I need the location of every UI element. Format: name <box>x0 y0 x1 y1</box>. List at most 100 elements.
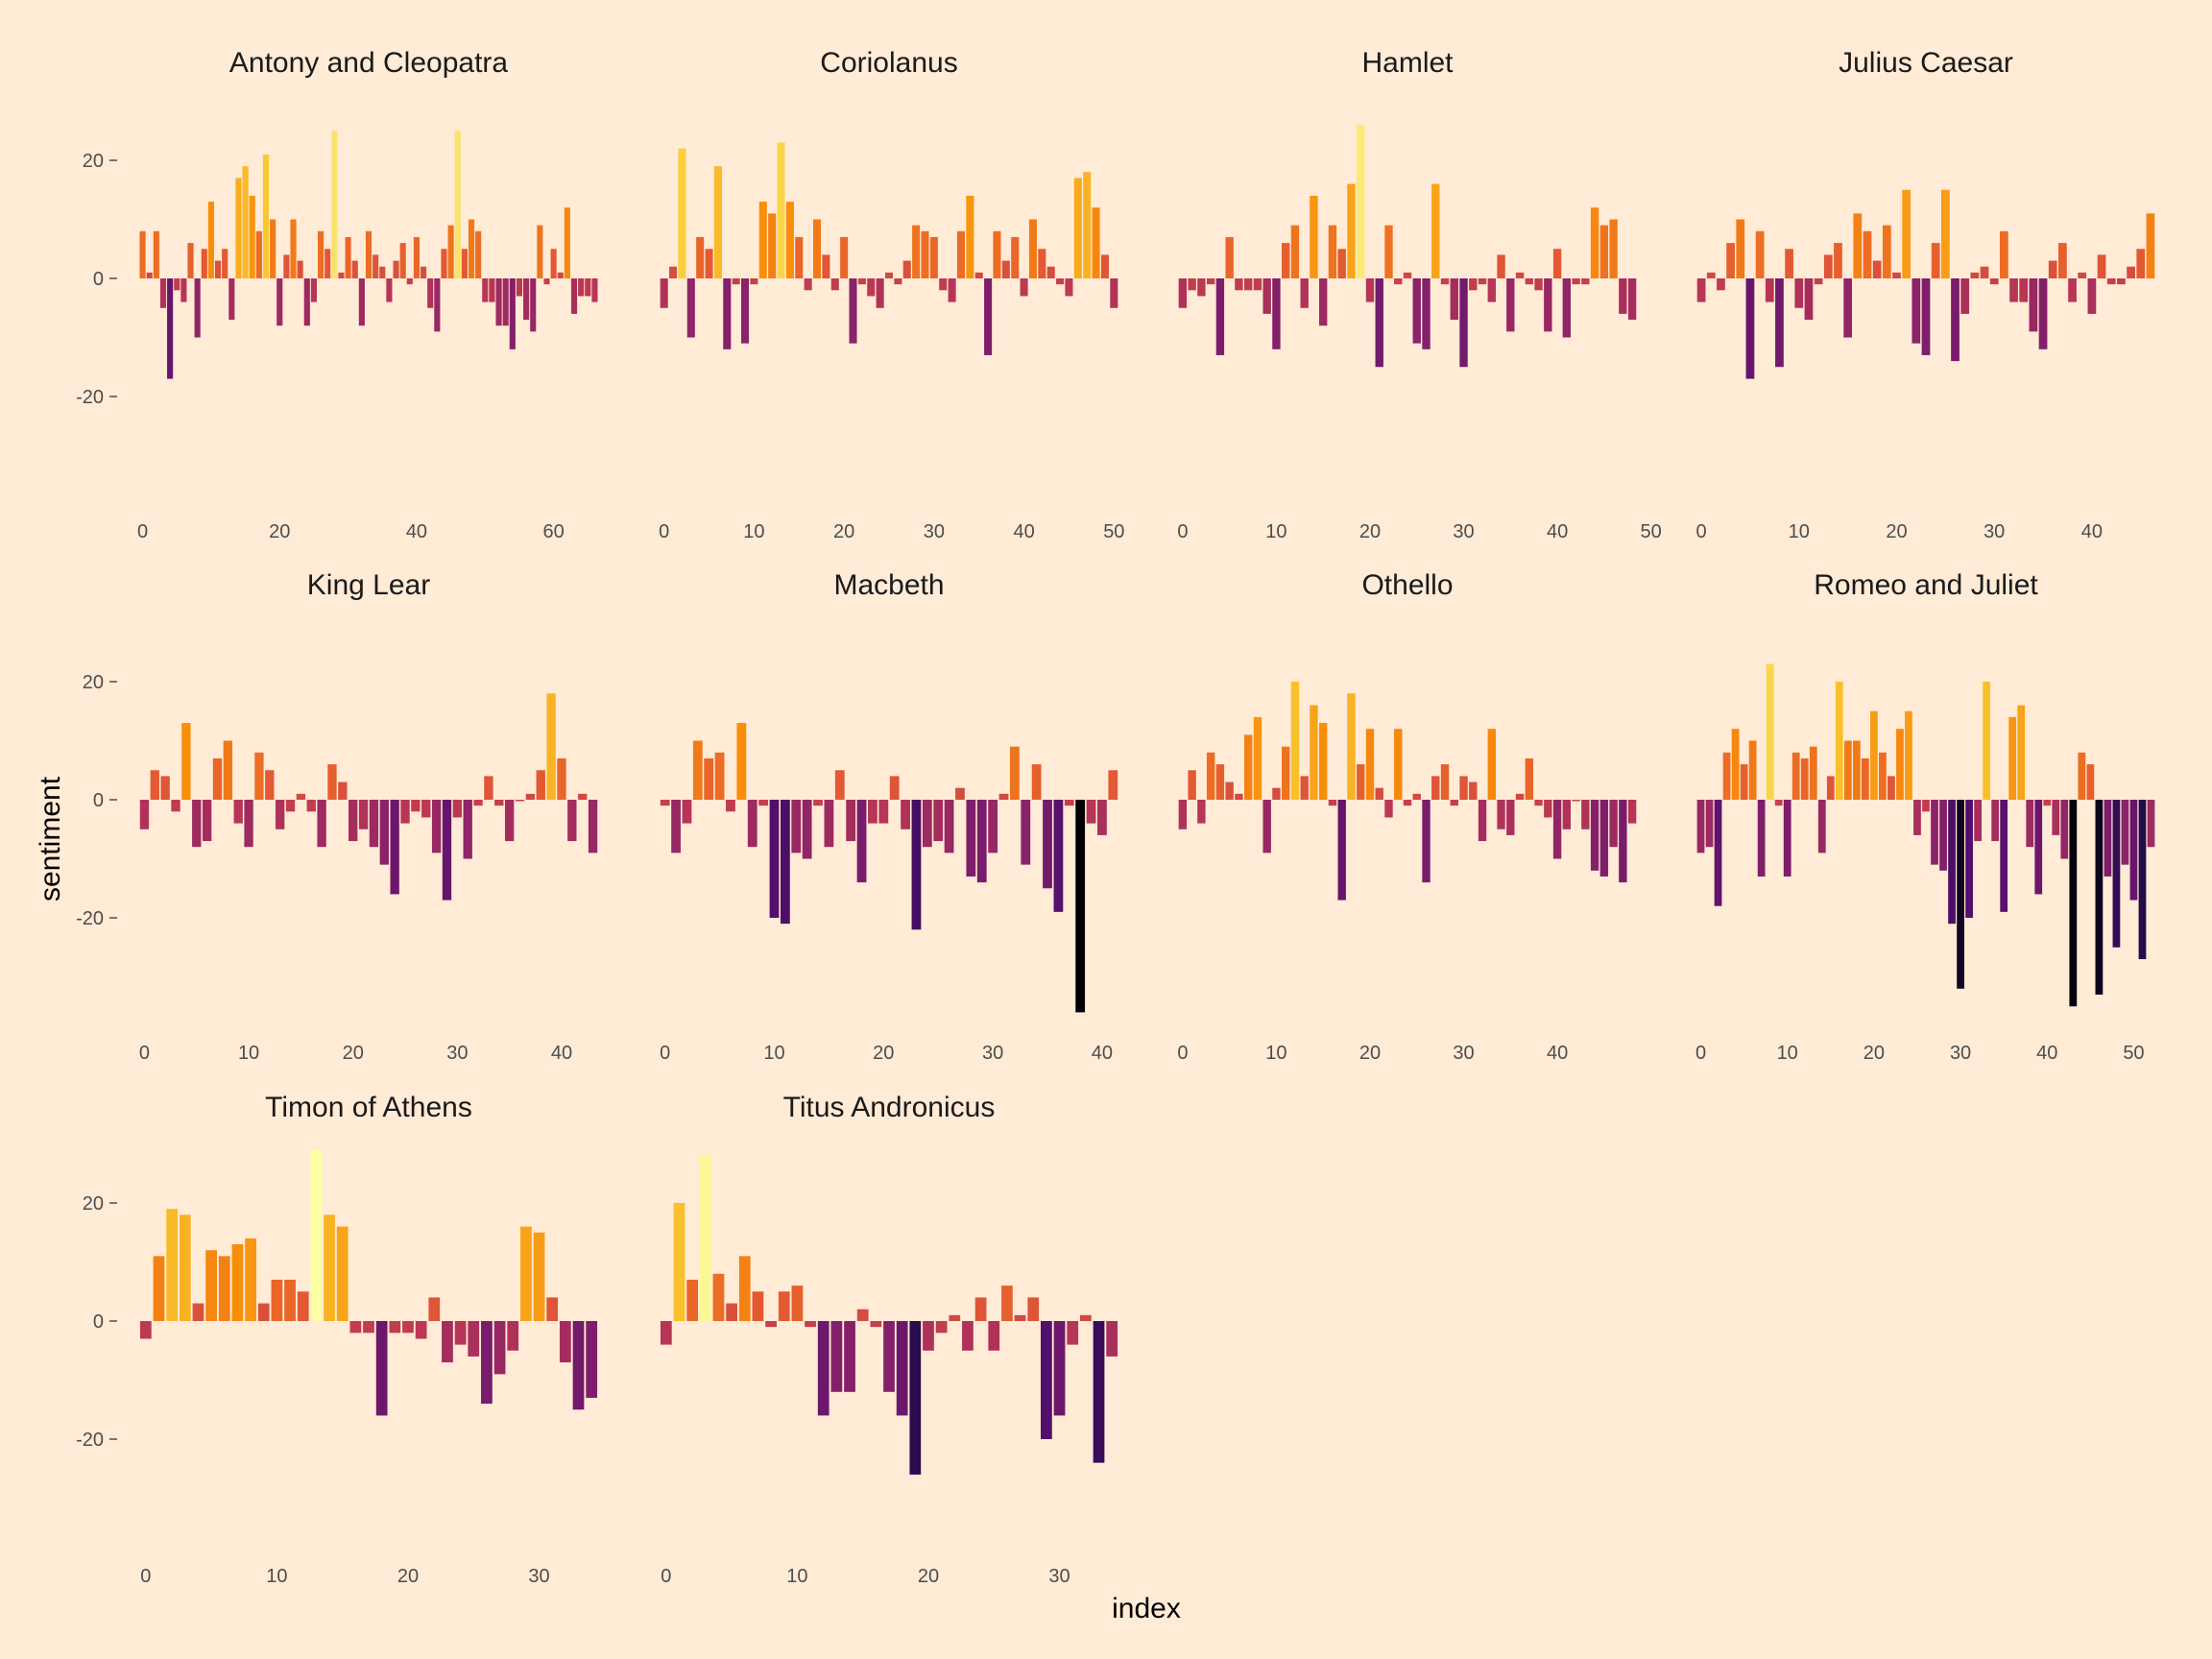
bar <box>1053 800 1064 912</box>
bar <box>1347 693 1356 800</box>
bar <box>379 266 386 278</box>
bar <box>520 1226 532 1321</box>
bar <box>1843 740 1852 800</box>
bar <box>557 272 564 278</box>
bar <box>231 1244 244 1321</box>
bar <box>1980 266 1989 278</box>
bar <box>1940 189 1950 278</box>
bar <box>1001 1286 1013 1321</box>
bar <box>1775 278 1784 368</box>
bar <box>2009 278 2018 302</box>
bar <box>1817 800 1826 854</box>
bar <box>692 740 703 800</box>
bar <box>1086 800 1096 824</box>
bar <box>750 278 758 285</box>
bar <box>473 800 483 806</box>
bar <box>139 800 150 830</box>
bar <box>1939 800 1947 871</box>
bar <box>235 178 242 278</box>
bar <box>976 800 987 883</box>
bar <box>550 249 557 278</box>
panel-title: Timon of Athens <box>265 1092 472 1123</box>
bar <box>966 800 976 877</box>
bar <box>588 800 598 854</box>
bar <box>1974 800 1982 842</box>
bar <box>495 278 502 326</box>
bar <box>2068 278 2077 302</box>
bar <box>1431 776 1440 800</box>
bar <box>984 278 993 355</box>
bar <box>153 1256 165 1321</box>
x-tick-label: 10 <box>1789 521 1810 542</box>
bar <box>1999 230 2008 278</box>
bar <box>1572 800 1580 802</box>
bar <box>2127 266 2135 278</box>
bar <box>678 148 686 278</box>
bar <box>1902 189 1911 278</box>
bar <box>1001 260 1010 278</box>
bar <box>955 787 965 800</box>
panel-hamlet: Hamlet 0 10 20 30 40 50 <box>1177 47 1661 542</box>
bar <box>1892 272 1901 278</box>
bar <box>1745 278 1755 379</box>
bar <box>1290 682 1300 800</box>
bar <box>1740 764 1748 800</box>
bar <box>228 278 235 321</box>
bar <box>536 770 545 800</box>
bar <box>139 1321 152 1339</box>
bar <box>249 195 255 278</box>
bar <box>504 800 515 842</box>
bar <box>447 225 454 278</box>
bar <box>1765 278 1774 302</box>
bar <box>1310 705 1318 800</box>
bar <box>233 800 243 824</box>
y-tick-label: 20 <box>83 672 104 693</box>
bar <box>765 1321 777 1328</box>
bar <box>1983 682 1991 800</box>
bar <box>146 272 153 278</box>
y-tick-label: -20 <box>76 1430 104 1451</box>
bar <box>1065 278 1073 297</box>
bar <box>949 1314 961 1321</box>
bar <box>909 1321 922 1475</box>
bar <box>187 243 194 278</box>
bar <box>179 1214 191 1321</box>
bar <box>559 1321 571 1363</box>
bar <box>1599 800 1609 877</box>
bar <box>166 1209 179 1321</box>
bar <box>804 278 812 291</box>
bar <box>1328 800 1337 806</box>
bar <box>1319 723 1328 800</box>
bar <box>1497 800 1505 830</box>
bar <box>2060 800 2069 859</box>
bar <box>1774 800 1783 806</box>
bar <box>939 278 948 291</box>
bar <box>849 278 857 344</box>
bar <box>660 800 670 806</box>
bar <box>673 1203 685 1321</box>
bar <box>856 1309 869 1321</box>
y-tick-label: 20 <box>83 151 104 172</box>
bar <box>349 800 358 842</box>
bar <box>747 800 757 848</box>
bar <box>242 166 249 278</box>
bar <box>507 1321 519 1351</box>
bar <box>345 236 351 278</box>
x-tick-label: 30 <box>1453 1043 1474 1064</box>
bar <box>1852 740 1861 800</box>
bar <box>1887 776 1895 800</box>
bar <box>1804 278 1814 321</box>
bar <box>2034 800 2043 895</box>
x-tick-label: 20 <box>918 1566 939 1587</box>
bar <box>1497 254 1505 278</box>
bar <box>1515 272 1525 278</box>
bar <box>270 219 276 278</box>
bar <box>1619 278 1627 314</box>
bar <box>1459 776 1468 800</box>
bar <box>993 230 1001 278</box>
bar <box>1106 1321 1118 1357</box>
bar <box>1440 764 1450 800</box>
x-tick-label: 40 <box>406 521 427 542</box>
y-tick-label: -20 <box>76 387 104 408</box>
bar <box>327 764 337 800</box>
